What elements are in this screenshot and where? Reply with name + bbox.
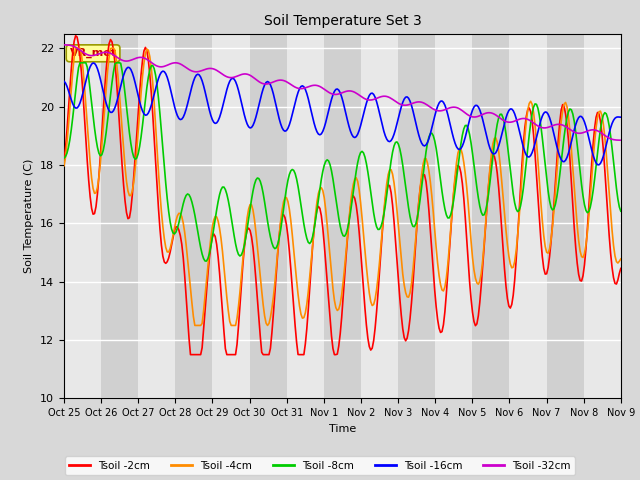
Y-axis label: Soil Temperature (C): Soil Temperature (C) [24,159,35,273]
Bar [547,34,584,398]
Bar [175,34,212,398]
Bar [324,34,361,398]
Bar [472,34,509,398]
Title: Soil Temperature Set 3: Soil Temperature Set 3 [264,14,421,28]
Bar [101,34,138,398]
Bar [398,34,435,398]
Text: VR_met: VR_met [70,48,116,59]
X-axis label: Time: Time [329,424,356,433]
Bar [250,34,287,398]
Legend: Tsoil -2cm, Tsoil -4cm, Tsoil -8cm, Tsoil -16cm, Tsoil -32cm: Tsoil -2cm, Tsoil -4cm, Tsoil -8cm, Tsoi… [65,456,575,475]
